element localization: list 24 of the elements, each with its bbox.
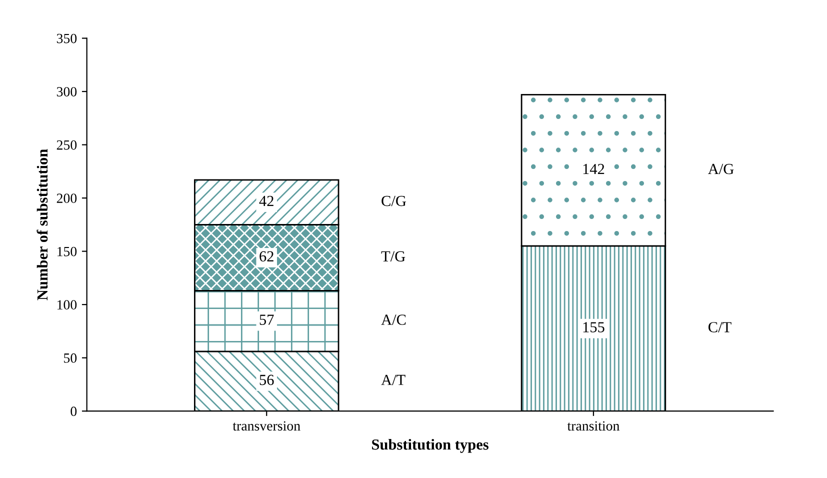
y-tick-label: 100 (58, 300, 77, 310)
data-label: 57 (260, 314, 274, 325)
data-label: 42 (259, 196, 274, 206)
text: T/G (381, 251, 406, 262)
y-tick-label: 200 (56, 194, 77, 203)
y-tick-label: 0 (70, 406, 77, 416)
y-axis-title: Number of substitution (36, 149, 48, 300)
y-tick-label: 150 (58, 246, 77, 256)
text: A/C (381, 314, 406, 325)
y-tick-label: 300 (56, 87, 77, 96)
y-tick-label: 350 (56, 34, 77, 44)
x-tick-label: transition (567, 421, 620, 431)
data-label: 62 (260, 251, 274, 262)
y-tick-label: 50 (64, 353, 77, 363)
data-label: 155 (583, 322, 604, 332)
x-tick-label: transversion (232, 421, 300, 431)
data-label: 142 (583, 164, 604, 174)
text: C/T (708, 322, 732, 332)
data-label: 56 (260, 374, 274, 386)
x-axis-title: Substitution types (372, 438, 488, 453)
text: C/G (382, 196, 406, 206)
text: A/G (708, 164, 734, 174)
y-tick-label: 250 (56, 140, 77, 150)
text: A/T (381, 374, 406, 386)
